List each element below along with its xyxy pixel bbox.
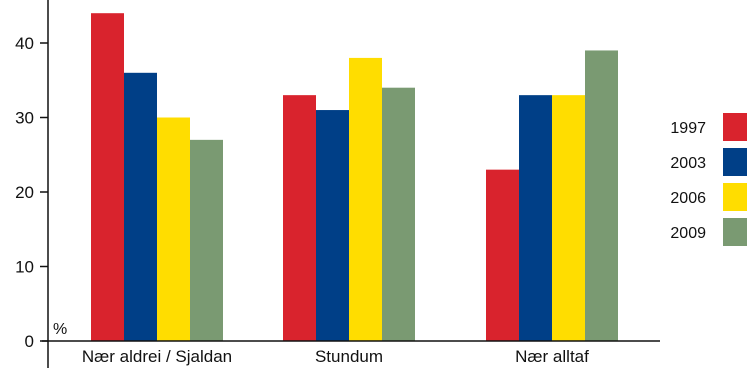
legend: 1997 2003 2006 2009: [670, 113, 747, 246]
bar-2009-3: [585, 50, 618, 341]
y-unit-label: %: [53, 321, 67, 338]
x-category-label: Stundum: [315, 347, 383, 366]
bar-1997-3: [486, 169, 519, 341]
y-tick-label: 20: [15, 183, 34, 202]
x-category-label: Nær alltaf: [515, 347, 589, 366]
legend-label-2003: 2003: [670, 155, 706, 172]
legend-swatch-2006: [723, 183, 747, 211]
legend-label-1997: 1997: [670, 120, 706, 137]
bar-2006-3: [552, 95, 585, 342]
bar-2003-3: [519, 95, 552, 342]
y-tick-label: 40: [15, 34, 34, 53]
bar-2006-1: [157, 117, 190, 341]
legend-label-2006: 2006: [670, 190, 706, 207]
bar-2006-2: [349, 57, 382, 342]
y-axis: 0 10 20 30 40: [15, 0, 49, 368]
bar-2003-2: [316, 110, 349, 341]
bar-2009-1: [190, 139, 223, 341]
bar-1997-1: [91, 13, 124, 341]
bar-2009-2: [382, 87, 415, 341]
legend-swatch-1997: [723, 113, 747, 141]
y-tick-label: 0: [25, 332, 34, 351]
legend-swatch-2003: [723, 148, 747, 176]
y-tick-label: 10: [15, 258, 34, 277]
bar-2003-1: [124, 72, 157, 342]
x-axis: Nær aldrei / Sjaldan Stundum Nær alltaf: [42, 340, 660, 366]
x-category-label: Nær aldrei / Sjaldan: [82, 347, 232, 366]
legend-label-2009: 2009: [670, 225, 706, 242]
y-tick-label: 30: [15, 109, 34, 128]
legend-swatch-2009: [723, 218, 747, 246]
bar-1997-2: [283, 95, 316, 342]
bars: [91, 13, 618, 342]
